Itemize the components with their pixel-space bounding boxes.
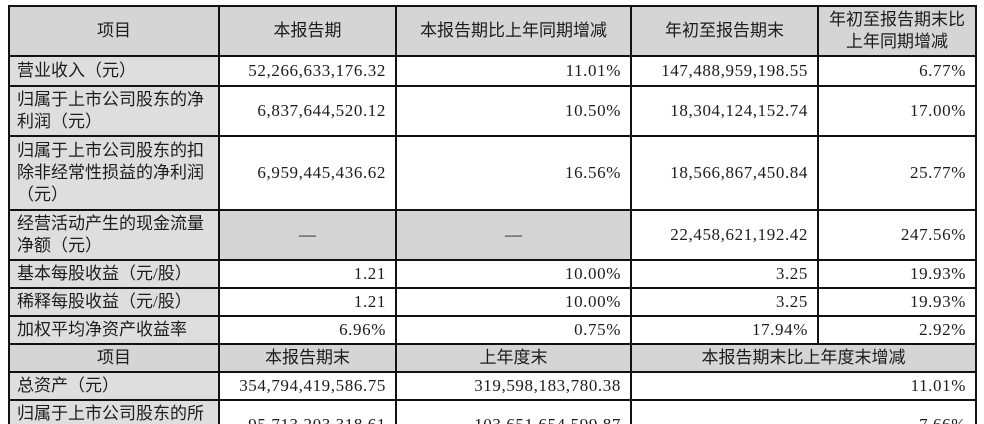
table-row-net-profit: 归属于上市公司股东的净利润（元） 6,837,644,520.12 10.50%… — [8, 85, 977, 137]
header-item: 项目 — [8, 5, 220, 57]
ytd-cell: 18,304,124,152.74 — [630, 85, 819, 137]
table-row-weighted-avg-roe: 加权平均净资产收益率 6.96% 0.75% 17.94% 2.92% — [8, 315, 977, 345]
financial-summary-table: 项目 本报告期 本报告期比上年同期增减 年初至报告期末 年初至报告期末比上年同期… — [8, 5, 977, 424]
header-prev-year-end: 上年度末 — [395, 343, 632, 373]
current-period-cell: 6,837,644,520.12 — [218, 85, 397, 137]
ytd-change-cell: 25.77% — [817, 135, 977, 211]
ytd-change-cell: 6.77% — [817, 55, 977, 87]
ytd-cell: 3.25 — [630, 259, 819, 289]
ytd-cell: 17.94% — [630, 315, 819, 345]
item-cell: 营业收入（元） — [8, 55, 220, 87]
table-row-operating-cash-flow: 经营活动产生的现金流量净额（元） — — 22,458,621,192.42 2… — [8, 209, 977, 261]
item-cell: 加权平均净资产收益率 — [8, 315, 220, 345]
table-row-diluted-eps: 稀释每股收益（元/股） 1.21 10.00% 3.25 19.93% — [8, 287, 977, 317]
current-period-change-cell: 10.00% — [395, 259, 632, 289]
prev-year-end-cell: 103,651,654,599.87 — [395, 399, 632, 424]
current-period-cell-na: — — [218, 209, 397, 261]
current-period-change-cell: 0.75% — [395, 315, 632, 345]
ytd-change-cell: 17.00% — [817, 85, 977, 137]
ytd-change-cell: 2.92% — [817, 315, 977, 345]
current-period-cell: 6,959,445,436.62 — [218, 135, 397, 211]
current-period-change-cell: 16.56% — [395, 135, 632, 211]
period-table-header-row: 项目 本报告期 本报告期比上年同期增减 年初至报告期末 年初至报告期末比上年同期… — [8, 5, 977, 57]
prev-year-end-cell: 319,598,183,780.38 — [395, 371, 632, 401]
ytd-change-cell: 19.93% — [817, 287, 977, 317]
ytd-cell: 18,566,867,450.84 — [630, 135, 819, 211]
table-row-revenue: 营业收入（元） 52,266,633,176.32 11.01% 147,488… — [8, 55, 977, 87]
header-ytd-change: 年初至报告期末比上年同期增减 — [817, 5, 977, 57]
header-ytd: 年初至报告期末 — [630, 5, 819, 57]
current-period-change-cell: 11.01% — [395, 55, 632, 87]
current-period-cell: 52,266,633,176.32 — [218, 55, 397, 87]
header-period-end-change: 本报告期末比上年度末增减 — [630, 343, 977, 373]
current-period-change-cell: 10.50% — [395, 85, 632, 137]
table-row-owners-equity: 归属于上市公司股东的所有者权益（元） 95,713,203,318.61 103… — [8, 399, 977, 424]
balance-table-header-row: 项目 本报告期末 上年度末 本报告期末比上年度末增减 — [8, 343, 977, 373]
header-current-period-change: 本报告期比上年同期增减 — [395, 5, 632, 57]
ytd-change-cell: 247.56% — [817, 209, 977, 261]
period-end-cell: 354,794,419,586.75 — [218, 371, 397, 401]
table-row-total-assets: 总资产（元） 354,794,419,586.75 319,598,183,78… — [8, 371, 977, 401]
ytd-cell: 147,488,959,198.55 — [630, 55, 819, 87]
item-cell: 归属于上市公司股东的所有者权益（元） — [8, 399, 220, 424]
period-end-cell: 95,713,203,318.61 — [218, 399, 397, 424]
current-period-change-cell: 10.00% — [395, 287, 632, 317]
table-row-basic-eps: 基本每股收益（元/股） 1.21 10.00% 3.25 19.93% — [8, 259, 977, 289]
change-cell: 11.01% — [630, 371, 977, 401]
item-cell: 归属于上市公司股东的净利润（元） — [8, 85, 220, 137]
item-cell: 稀释每股收益（元/股） — [8, 287, 220, 317]
current-period-cell: 1.21 — [218, 287, 397, 317]
item-cell: 基本每股收益（元/股） — [8, 259, 220, 289]
table-row-net-profit-excl-nonrecurring: 归属于上市公司股东的扣除非经常性损益的净利润（元） 6,959,445,436.… — [8, 135, 977, 211]
current-period-change-cell-na: — — [395, 209, 632, 261]
header-current-period: 本报告期 — [218, 5, 397, 57]
current-period-cell: 6.96% — [218, 315, 397, 345]
item-cell: 归属于上市公司股东的扣除非经常性损益的净利润（元） — [8, 135, 220, 211]
ytd-cell: 3.25 — [630, 287, 819, 317]
header-item-2: 项目 — [8, 343, 220, 373]
header-period-end: 本报告期末 — [218, 343, 397, 373]
current-period-cell: 1.21 — [218, 259, 397, 289]
ytd-change-cell: 19.93% — [817, 259, 977, 289]
item-cell: 经营活动产生的现金流量净额（元） — [8, 209, 220, 261]
ytd-cell: 22,458,621,192.42 — [630, 209, 819, 261]
change-cell: -7.66% — [630, 399, 977, 424]
item-cell: 总资产（元） — [8, 371, 220, 401]
